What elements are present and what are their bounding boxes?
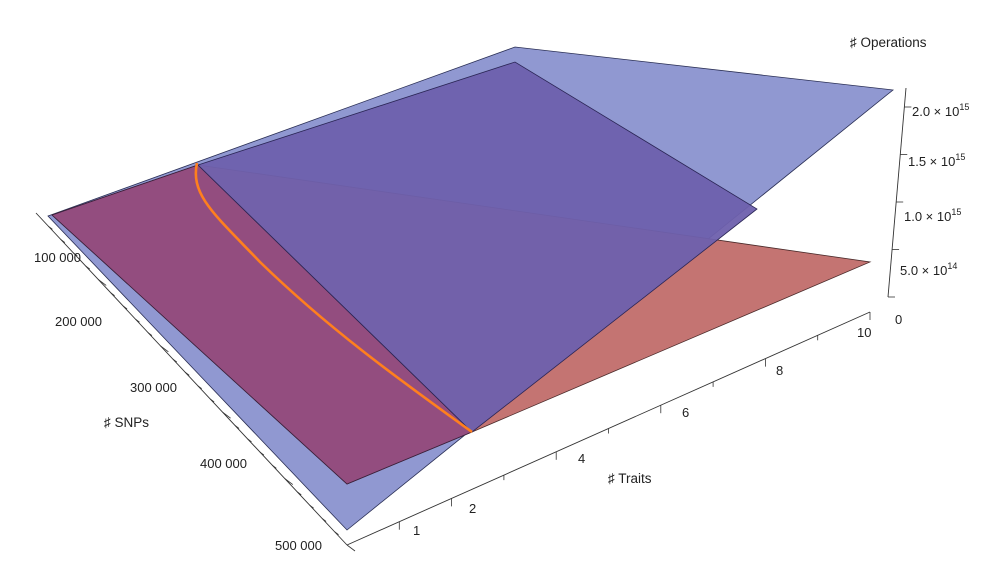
x-minor-tick <box>272 465 277 469</box>
x-tick-label: 400 000 <box>200 456 247 471</box>
surfaces <box>47 46 894 531</box>
x-minor-tick <box>85 265 91 270</box>
x-minor-tick <box>209 398 215 403</box>
x-tick-label: 100 000 <box>34 250 81 265</box>
x-minor-tick <box>185 372 190 376</box>
x-tick-label: 500 000 <box>275 538 322 553</box>
y-tick-label: 4 <box>578 451 585 466</box>
x-minor-tick <box>135 318 140 323</box>
x-minor-tick <box>296 491 302 496</box>
z-axis-title: ♯ Operations <box>850 35 927 50</box>
x-major-tick <box>284 478 294 485</box>
x-minor-tick <box>309 504 314 509</box>
y-tick-label: 10 <box>857 325 871 340</box>
x-minor-tick <box>122 305 128 310</box>
z-tick-label: 1.5 × 1015 <box>908 152 965 169</box>
z-tick-label: 5.0 × 1014 <box>900 261 957 278</box>
x-minor-ticks <box>48 225 339 536</box>
x-major-tick <box>160 345 169 353</box>
y-tick-labels: 1 2 4 6 8 10 <box>413 325 871 538</box>
y-tick-label: 6 <box>682 405 689 420</box>
x-tick-label: 200 000 <box>55 314 102 329</box>
x-minor-tick <box>73 252 78 257</box>
y-major-ticks <box>398 312 871 530</box>
z-tick-label: 2.0 × 1015 <box>912 102 969 119</box>
y-axis-title: ♯ Traits <box>608 471 652 486</box>
x-minor-tick <box>321 518 327 522</box>
y-tick-label: 1 <box>413 523 420 538</box>
x-minor-tick <box>247 438 252 443</box>
axes <box>35 87 912 552</box>
intersection-curve <box>194 162 473 434</box>
x-minor-tick <box>60 239 66 243</box>
x-tick-label: 300 000 <box>130 380 177 395</box>
x-minor-tick <box>259 451 265 456</box>
x-minor-tick <box>110 292 115 296</box>
x-tick-labels: 100 000 200 000 300 000 400 000 500 000 <box>34 250 322 553</box>
x-axis-line <box>35 212 348 546</box>
x-minor-tick <box>48 225 53 230</box>
x-minor-tick <box>147 332 153 336</box>
y-tick-label: 8 <box>776 363 783 378</box>
x-major-tick <box>97 279 107 286</box>
x-minor-tick <box>197 385 202 389</box>
x-minor-tick <box>234 425 240 429</box>
x-major-tick <box>346 544 356 552</box>
x-major-ticks <box>97 279 356 552</box>
y-tick-label: 2 <box>469 501 476 516</box>
z-tick-label: 1.0 × 1015 <box>904 207 961 224</box>
x-major-tick <box>222 411 231 419</box>
x-minor-tick <box>334 531 339 536</box>
x-axis-title: ♯ SNPs <box>104 415 149 430</box>
z-tick-label: 0 <box>895 312 902 327</box>
z-axis-line <box>887 87 907 298</box>
surface-blue-top <box>197 61 758 433</box>
x-minor-tick <box>172 358 178 363</box>
z-tick-labels: 0 5.0 × 1014 1.0 × 1015 1.5 × 1015 2.0 ×… <box>895 102 969 327</box>
z-major-ticks <box>888 106 912 298</box>
